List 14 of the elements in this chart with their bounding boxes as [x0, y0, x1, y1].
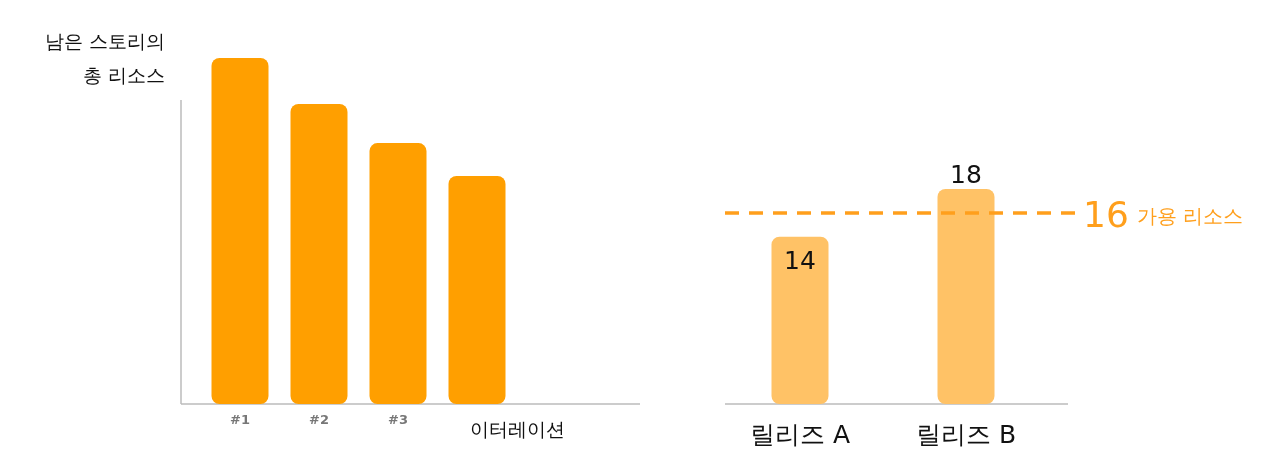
bar: [211, 58, 269, 404]
x-tick-label: #2: [309, 412, 329, 427]
y-axis-title: 남은 스토리의 총 리소스: [44, 30, 165, 86]
bar: [369, 143, 427, 404]
x-axis-title: 이터레이션: [470, 418, 565, 440]
ref-line-label: 16 가용 리소스: [1083, 193, 1244, 235]
x-tick-label: #3: [388, 412, 408, 427]
data-label: 14: [784, 245, 816, 275]
x-tick-label: #1: [230, 412, 250, 427]
x-tick-label: 릴리즈 A: [749, 420, 851, 449]
bar: [448, 175, 506, 404]
bar: [290, 104, 348, 404]
x-tick-label: 릴리즈 B: [915, 420, 1017, 449]
data-label: 18: [950, 160, 982, 189]
